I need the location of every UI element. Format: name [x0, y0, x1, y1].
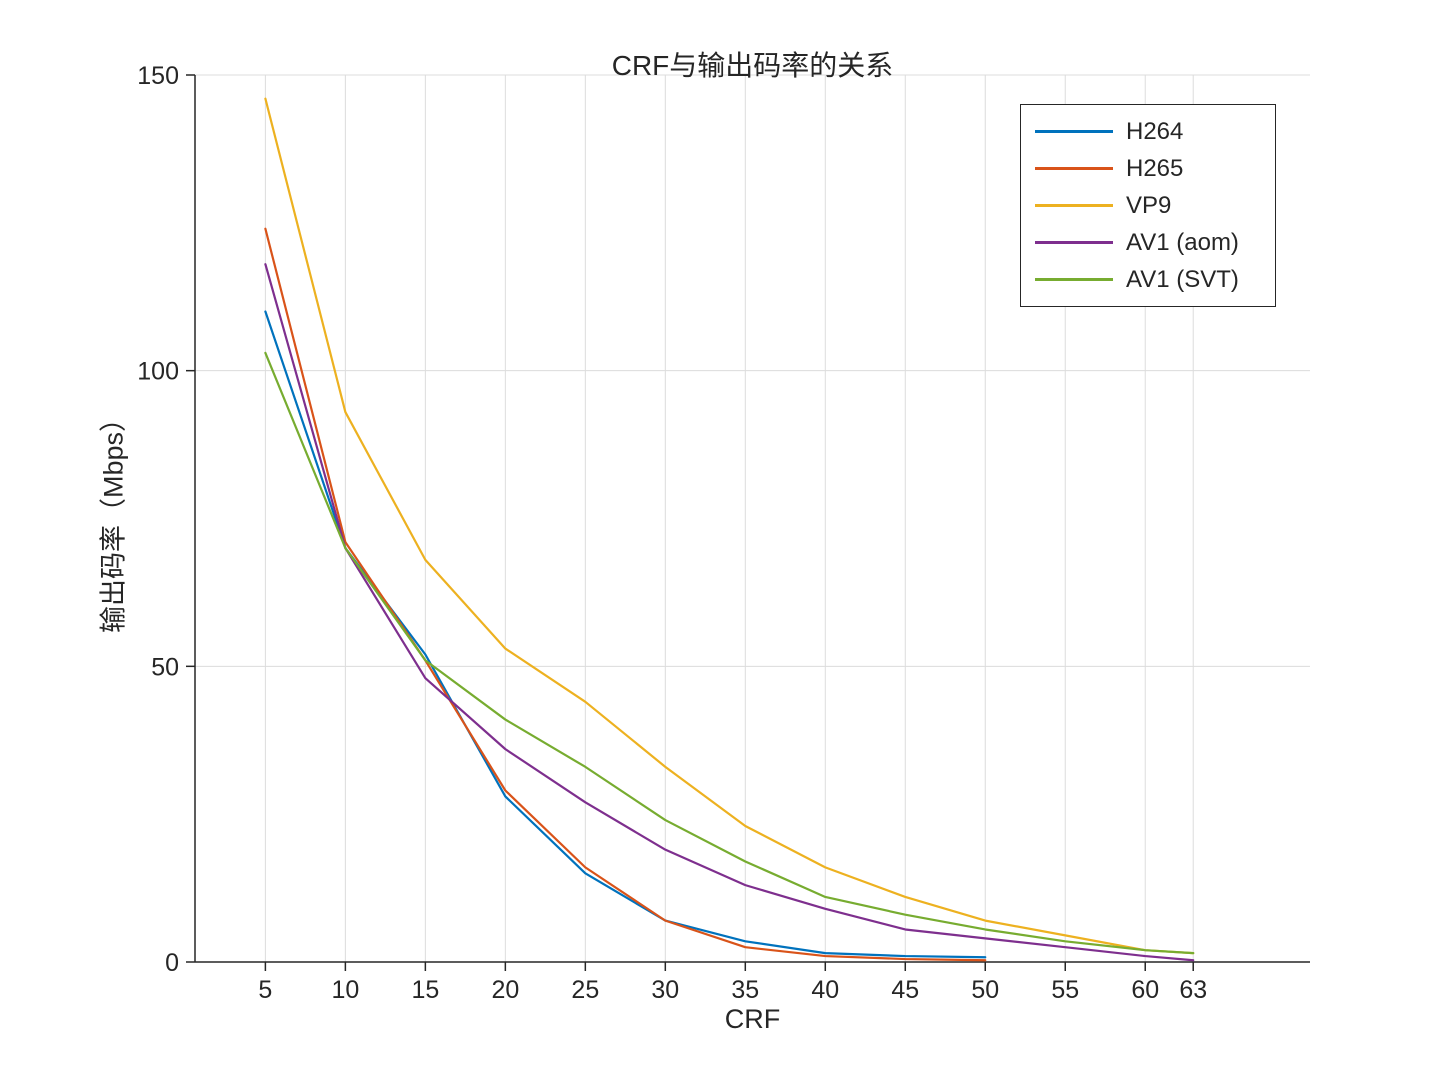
x-tick-label: 50	[971, 976, 999, 1004]
y-tick-label: 0	[165, 949, 179, 977]
legend: H264 H265 VP9 AV1 (aom) AV1 (SVT)	[1020, 104, 1276, 307]
x-tick-label: 25	[571, 976, 599, 1004]
legend-item-label: AV1 (SVT)	[1126, 265, 1239, 293]
x-tick-label: 35	[731, 976, 759, 1004]
x-tick-label: 63	[1179, 976, 1207, 1004]
series-line-VP9	[264, 97, 1195, 955]
series-line-H265	[264, 227, 987, 962]
x-tick-label: 20	[491, 976, 519, 1004]
series-line-AV1 (SVT)	[264, 351, 1195, 955]
legend-item: VP9	[1021, 187, 1275, 224]
x-tick-label: 10	[331, 976, 359, 1004]
legend-item-label: H264	[1126, 117, 1184, 145]
x-tick-label: 5	[258, 976, 272, 1004]
legend-item-label: AV1 (aom)	[1126, 228, 1239, 256]
legend-line-swatch	[1035, 130, 1113, 133]
legend-item: H265	[1021, 150, 1275, 187]
x-tick-label: 45	[891, 976, 919, 1004]
legend-item-label: VP9	[1126, 191, 1172, 219]
x-tick-label: 40	[811, 976, 839, 1004]
x-tick-label: 55	[1051, 976, 1079, 1004]
legend-line-swatch	[1035, 167, 1113, 170]
y-tick-label: 100	[137, 358, 179, 386]
legend-line-swatch	[1035, 241, 1113, 244]
legend-line-swatch	[1035, 278, 1113, 281]
x-axis-label: CRF	[724, 1004, 781, 1034]
series-line-AV1 (aom)	[264, 263, 1195, 962]
y-tick-label: 50	[151, 653, 179, 681]
legend-item: H264	[1021, 113, 1275, 150]
y-tick-label: 150	[137, 62, 179, 90]
series-line-H264	[264, 310, 987, 959]
x-tick-label: 60	[1131, 976, 1159, 1004]
legend-line-swatch	[1035, 204, 1113, 207]
legend-item: AV1 (SVT)	[1021, 261, 1275, 298]
chart-title: CRF与输出码率的关系	[611, 50, 894, 81]
legend-item: AV1 (aom)	[1021, 224, 1275, 261]
y-axis-label: 输出码率（Mbps）	[98, 404, 129, 634]
legend-item-label: H265	[1126, 154, 1184, 182]
x-tick-label: 15	[411, 976, 439, 1004]
x-tick-label: 30	[651, 976, 679, 1004]
